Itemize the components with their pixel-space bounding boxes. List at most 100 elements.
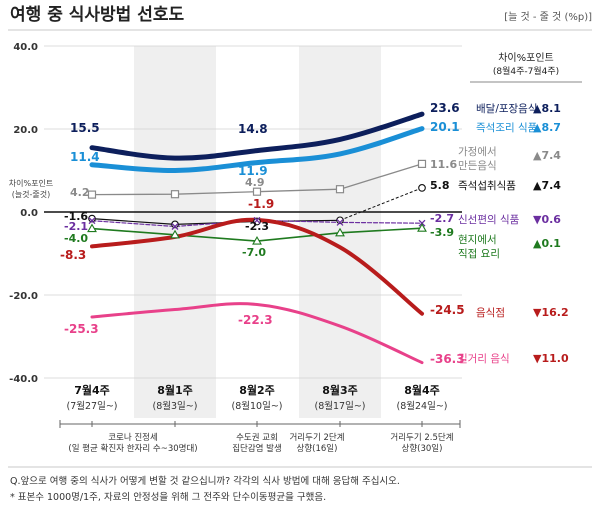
- data-labels: 4.2 4.9 11.6 -1.6 -2.3 5.8 -2.1 -2.7 -4.0 -7.0 -3.…: [60, 101, 465, 366]
- point-convenience-0: [88, 217, 96, 225]
- data-label-instant_ready-2: -2.3: [245, 220, 269, 233]
- y-tick-label-0: 40.0: [13, 42, 38, 53]
- point-homemade-1: [170, 190, 180, 199]
- point-instant_ready-4: [418, 184, 426, 192]
- diff-value-street_food: ▼11.0: [533, 352, 569, 365]
- diff-value-local_cook: ▲0.1: [533, 237, 561, 250]
- data-label-street_food-4: -36.3: [430, 352, 465, 366]
- data-label-local_cook-0: -4.0: [64, 232, 88, 245]
- x-sublabel-4: (8월24일~): [397, 400, 448, 412]
- data-label-homemade-0: 4.2: [70, 186, 90, 199]
- point-instant_ready-3: [336, 216, 344, 225]
- point-instant_ready-0: [88, 214, 96, 223]
- x-label-0: 7월4주: [74, 383, 110, 397]
- series-line-street_food: [90, 302, 424, 365]
- legend-name-street_food: 길거리 음식: [458, 352, 510, 365]
- y-tick-label-4: -40.0: [9, 374, 38, 385]
- yaxis-note-line1: 차이%포인트: [9, 178, 53, 188]
- series-line-instant_cook: [89, 126, 425, 174]
- legend-name-delivery: 배달/포장음식: [476, 103, 538, 115]
- point-instant_ready-2: [253, 217, 261, 226]
- series-line-delivery: [89, 111, 425, 161]
- data-label-instant_ready-4: 5.8: [430, 179, 450, 192]
- data-label-instant_cook-4: 20.1: [430, 120, 460, 134]
- event-e2-line1: 수도권 교회: [236, 432, 278, 443]
- x-sublabel-2: (8월10일~): [232, 400, 283, 412]
- point-local_cook-0: [87, 223, 97, 233]
- diff-value-homemade: ▲7.4: [533, 149, 561, 162]
- point-homemade-0: [87, 190, 97, 199]
- grid: [44, 45, 462, 379]
- point-homemade-2: [252, 187, 262, 196]
- data-label-delivery-2: 14.8: [238, 122, 268, 136]
- x-sublabel-0: (7월27일~): [67, 400, 118, 412]
- data-label-instant_cook-0: 11.4: [70, 150, 100, 164]
- data-label-convenience-4: -2.7: [430, 212, 454, 225]
- data-label-street_food-2: -22.3: [238, 313, 273, 327]
- event-e1-line1: 코로나 진정세: [108, 432, 158, 443]
- data-label-local_cook-2: -7.0: [242, 246, 266, 259]
- x-sublabel-1: (8월3일~): [153, 400, 198, 412]
- point-local_cook-1: [170, 229, 180, 239]
- data-label-convenience-0: -2.1: [64, 220, 88, 233]
- data-label-restaurant-0: -8.3: [60, 248, 86, 262]
- event-e3-line2: 상향(16일): [297, 443, 338, 454]
- data-label-street_food-0: -25.3: [64, 322, 99, 336]
- y-tick-label-3: -20.0: [9, 291, 38, 302]
- legend-name-instant_cook: 즉석조리 식품: [476, 122, 538, 134]
- point-local_cook-2: [252, 235, 262, 245]
- legend-name-local_cook-line1: 현지에서: [458, 234, 497, 246]
- x-label-4: 8월4주: [404, 383, 440, 397]
- data-label-homemade-2: 4.9: [245, 176, 265, 189]
- data-label-local_cook-4: -3.9: [430, 226, 454, 239]
- data-label-instant_ready-0: -1.6: [64, 210, 88, 223]
- chart-title: 여행 중 식사방법 선호도: [10, 5, 185, 25]
- point-convenience-3: [336, 218, 344, 226]
- series-markers: [87, 159, 427, 245]
- y-tick-label-2: 0.0: [20, 208, 38, 219]
- point-local_cook-4: [417, 223, 427, 232]
- yaxis-note-line2: (늘것-줄것): [12, 189, 51, 199]
- point-homemade-3: [335, 185, 345, 194]
- y-tick-label-1: 20.0: [13, 125, 38, 136]
- event-e2-line2: 집단감염 발생: [232, 443, 282, 454]
- point-convenience-2: [253, 216, 261, 224]
- diff-value-restaurant: ▼16.2: [533, 306, 569, 319]
- footnote-sample: * 표본수 1000명/1주, 자료의 안정성을 위해 그 전주와 단수이동평균…: [10, 491, 326, 503]
- legend-name-convenience: 신선편의 식품: [458, 213, 520, 226]
- x-label-1: 8월1주: [157, 383, 193, 397]
- data-label-restaurant-4: -24.5: [430, 303, 465, 317]
- legend-name-instant_ready: 즉석섭취식품: [458, 180, 516, 192]
- x-label-3: 8월3주: [322, 383, 358, 397]
- diff-value-instant_ready: ▲7.4: [533, 179, 561, 192]
- diff-header-line1: 차이%포인트: [498, 52, 554, 64]
- data-label-instant_cook-2: 11.9: [238, 164, 268, 178]
- event-e4-line1: 거리두기 2.5단계: [390, 432, 453, 443]
- point-homemade-4: [417, 159, 427, 168]
- legend-name-local_cook-line2: 직접 요리: [458, 248, 500, 260]
- point-convenience-1: [171, 223, 179, 230]
- x-axis-categories: 7월4주 (7월27일~) 8월1주 (8월3일~) 8월2주 (8월10일~) 8월3주 (…: [67, 383, 448, 412]
- y-axis-ticks: 40.0 20.0 0.0 -20.0 -40.0: [9, 42, 38, 385]
- x-label-2: 8월2주: [239, 383, 275, 397]
- data-label-restaurant-2: -1.9: [248, 197, 274, 211]
- diff-value-delivery: ▲8.1: [533, 102, 561, 115]
- footnote-question: Q.앞으로 여행 중의 식사가 어떻게 변할 것 같으십니까? 각각의 식사 방…: [10, 475, 400, 487]
- x-sublabel-3: (8월17일~): [315, 400, 366, 412]
- diff-value-instant_cook: ▲8.7: [533, 121, 561, 134]
- event-e3-line1: 거리두기 2단계: [289, 432, 344, 443]
- diff-value-convenience: ▼0.6: [533, 213, 561, 226]
- data-label-homemade-4: 11.6: [430, 158, 457, 171]
- legend-name-homemade-line1: 가정에서: [458, 146, 497, 158]
- point-instant_ready-1: [171, 220, 179, 229]
- event-e1-line2: (일 평균 확진자 한자리 수~30명대): [68, 443, 197, 454]
- legend-name-homemade-line2: 만든음식: [458, 160, 497, 172]
- data-label-delivery-0: 15.5: [70, 121, 100, 135]
- point-local_cook-3: [335, 227, 345, 237]
- diff-header-line2: (8월4주-7월4주): [493, 65, 559, 77]
- event-e4-line2: 상향(30일): [402, 443, 443, 454]
